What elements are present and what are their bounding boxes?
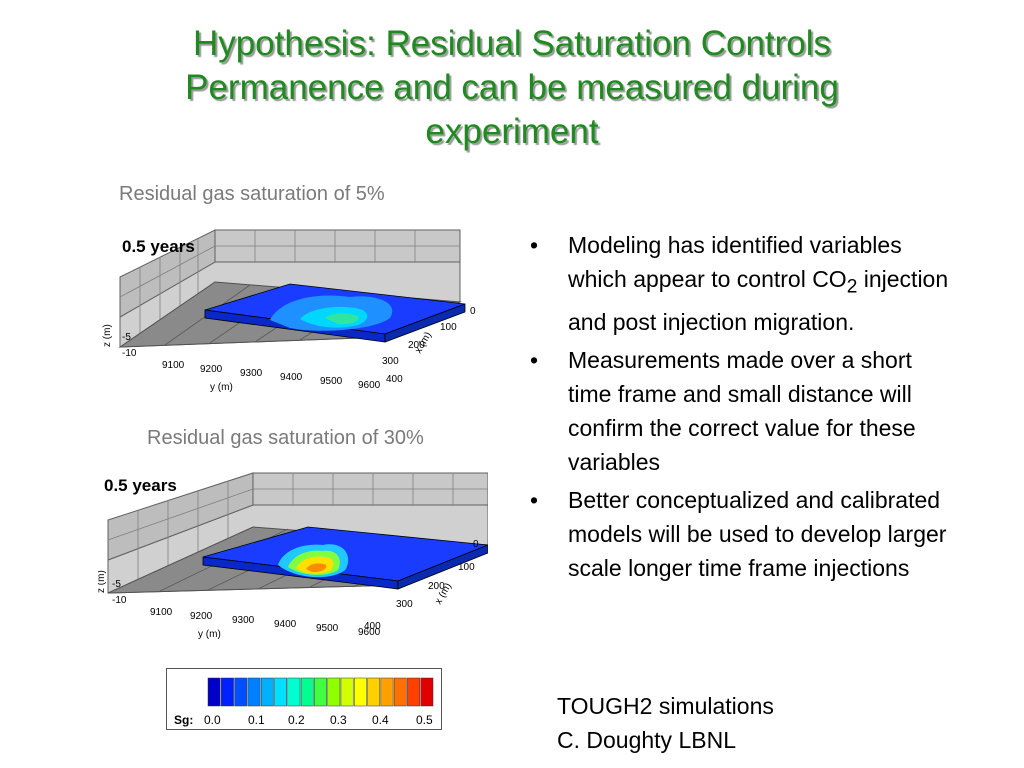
plot-box: [118, 229, 466, 348]
credit-line: TOUGH2 simulations: [557, 693, 774, 719]
bullet-item: • Better conceptualized and calibrated m…: [530, 483, 950, 585]
bullet-marker: •: [530, 346, 539, 373]
y-tick: 9500: [320, 376, 343, 387]
colorbar-tick: 0.5: [416, 713, 433, 727]
colorbar-cell: [340, 677, 354, 707]
bullet-text-cont: injection and post injection migration.: [568, 266, 949, 335]
colorbar-cell: [260, 677, 274, 707]
y-tick: 9400: [274, 619, 297, 630]
x-tick: 400: [364, 621, 381, 632]
colorbar-tick: 0.3: [330, 713, 347, 727]
bullet-item: • Modeling has identified variables whic…: [530, 228, 950, 339]
title-line-1: Hypothesis: Residual Saturation Controls: [192, 24, 832, 63]
colorbar-label: Sg:: [174, 713, 193, 727]
credits: TOUGH2 simulations C. Doughty LBNL: [557, 689, 774, 757]
slide-title: Hypothesis: Residual Saturation Controls…: [60, 22, 964, 154]
y-tick: 9200: [200, 364, 223, 375]
bullet-item: • Measurements made over a short time fr…: [530, 343, 950, 479]
time-label: 0.5 years: [122, 237, 195, 256]
x-tick: 300: [382, 356, 399, 367]
z-tick: -5: [122, 332, 131, 343]
x-tick: 400: [386, 374, 403, 385]
colorbar-cell: [407, 677, 420, 707]
colorbar-cell: [367, 677, 381, 707]
credit-line: C. Doughty LBNL: [557, 727, 736, 753]
colorbar-tick: 0.2: [288, 713, 305, 727]
y-tick: 9200: [190, 611, 213, 622]
x-axis-label: x (m): [413, 330, 434, 355]
colorbar-cell: [234, 677, 248, 707]
bullet-marker: •: [530, 486, 539, 513]
x-tick: 200: [428, 581, 445, 592]
z-tick: -5: [112, 579, 121, 590]
colorbar-cell: [221, 677, 234, 707]
colorbar-cell: [300, 677, 314, 707]
x-tick: 100: [440, 322, 457, 333]
caption-30-percent: Residual gas saturation of 30%: [147, 427, 424, 449]
colorbar-cell: [420, 677, 434, 707]
plot-box: [107, 472, 488, 594]
x-tick: 0: [470, 306, 476, 317]
colorbar-tick: 0.1: [248, 713, 265, 727]
bullet-text: Modeling has identified variables which …: [568, 232, 902, 292]
title-line-3: experiment: [425, 112, 599, 151]
colorbar-cell: [287, 677, 301, 707]
z-axis-label: z (m): [102, 324, 113, 347]
colorbar-cell: [327, 677, 341, 707]
colorbar-tick: 0.0: [204, 713, 221, 727]
x-tick: 300: [396, 599, 413, 610]
y-axis-label: y (m): [210, 382, 233, 393]
x-tick: 0: [473, 539, 479, 550]
y-tick: 9400: [280, 372, 303, 383]
y-axis-label: y (m): [198, 629, 221, 640]
colorbar-tick: 0.4: [372, 713, 389, 727]
colorbar-cell: [353, 677, 367, 707]
y-tick: 9600: [358, 627, 381, 638]
x-tick: 200: [408, 340, 425, 351]
z-tick: -10: [122, 348, 137, 359]
bullet-marker: •: [530, 232, 539, 258]
time-label: 0.5 years: [104, 476, 177, 495]
bullet-list: • Modeling has identified variables whic…: [530, 228, 950, 589]
colorbar-cell: [247, 677, 261, 707]
colorbar-cell: [380, 677, 394, 707]
colorbar-cells: [207, 677, 434, 707]
y-tick: 9100: [150, 607, 173, 618]
colorbar-cell: [207, 677, 221, 707]
bullet-text: Better conceptualized and calibrated mod…: [568, 486, 947, 581]
saturation-colorbar: Sg: 0.0 0.1 0.2 0.3 0.4 0.5: [166, 668, 442, 730]
title-line-2: Permanence and can be measured during: [185, 68, 839, 107]
bullet-subscript: 2: [846, 276, 858, 298]
y-tick: 9300: [232, 615, 255, 626]
colorbar-cell: [274, 677, 288, 707]
bullet-text: Measurements made over a short time fram…: [568, 346, 916, 475]
y-tick: 9100: [162, 360, 185, 371]
plot-30-percent: 0.5 years z (m) -5 -10 9100 9200 9300 94…: [98, 472, 488, 640]
caption-5-percent: Residual gas saturation of 5%: [119, 183, 385, 205]
y-tick: 9500: [316, 623, 339, 634]
plot-5-percent: 0.5 years z (m) -5 -10 9100 9200 9300 94…: [102, 229, 476, 393]
colorbar-cell: [314, 677, 327, 707]
x-tick: 100: [458, 562, 475, 573]
colorbar-cell: [393, 677, 407, 707]
z-axis-label: z (m): [98, 570, 107, 593]
y-tick: 9300: [240, 368, 263, 379]
z-tick: -10: [112, 595, 127, 606]
y-tick: 9600: [358, 380, 381, 391]
